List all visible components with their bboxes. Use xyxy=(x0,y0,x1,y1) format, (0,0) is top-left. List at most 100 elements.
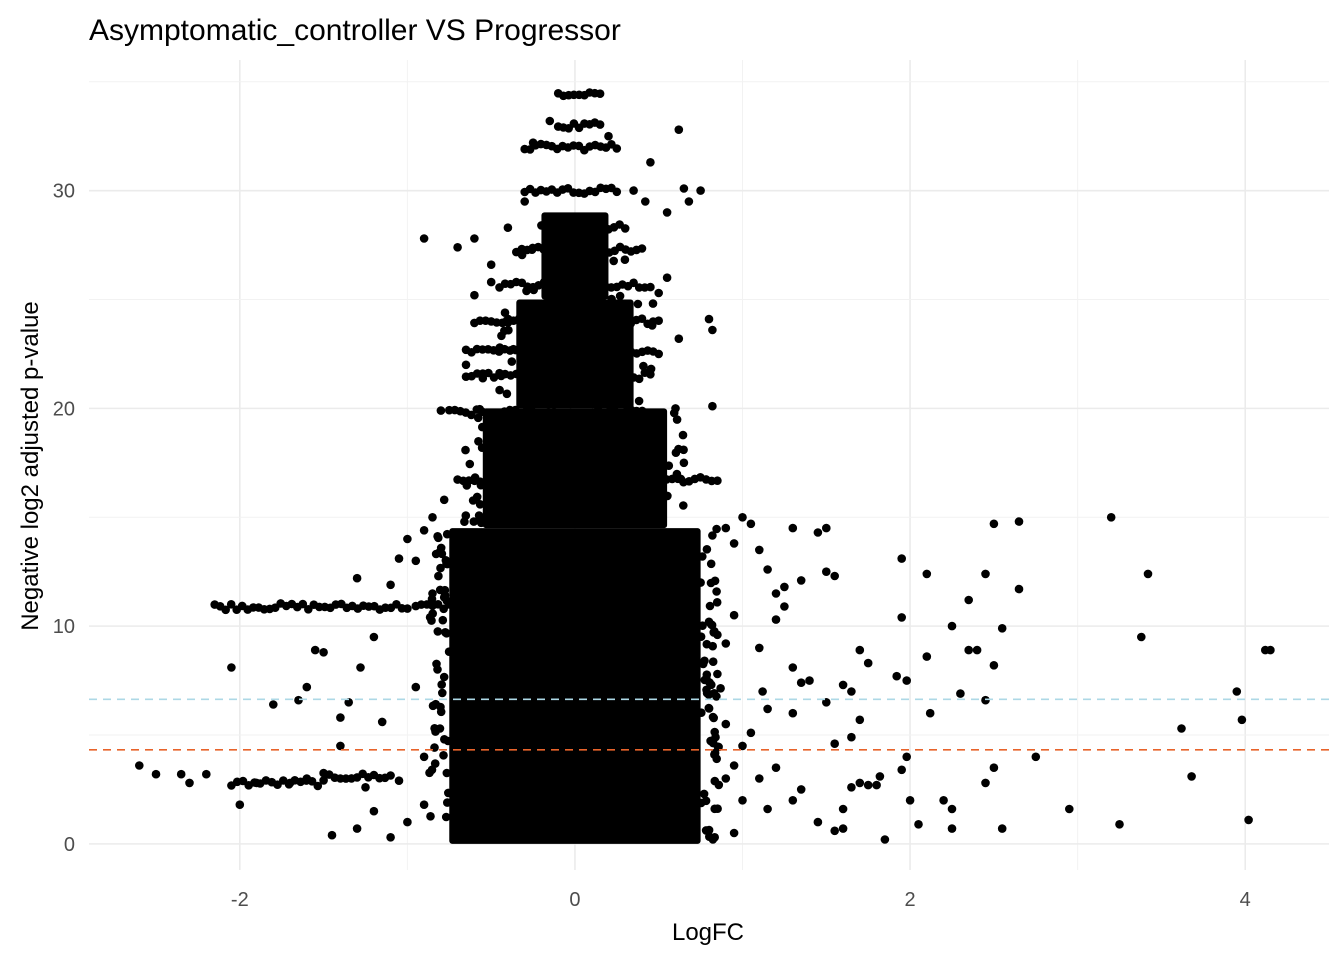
data-point xyxy=(674,334,684,344)
data-point xyxy=(302,682,312,692)
data-point xyxy=(612,187,622,197)
data-point xyxy=(729,761,739,770)
data-point xyxy=(704,703,714,713)
data-point xyxy=(433,627,443,636)
data-point xyxy=(428,513,437,522)
data-point xyxy=(964,645,973,655)
data-point xyxy=(709,689,719,698)
data-point xyxy=(771,615,781,624)
x-tick-label: -2 xyxy=(231,889,249,911)
data-point xyxy=(707,680,716,690)
data-point xyxy=(956,689,965,698)
data-point xyxy=(1137,632,1146,642)
data-point xyxy=(285,778,295,788)
data-point xyxy=(604,131,613,141)
data-point xyxy=(738,796,747,805)
data-point xyxy=(674,125,684,134)
data-point xyxy=(444,647,454,656)
x-tick-label: 2 xyxy=(905,889,916,911)
data-point xyxy=(436,543,446,553)
data-point xyxy=(755,774,764,783)
data-point xyxy=(678,430,688,440)
data-point xyxy=(478,422,487,432)
data-point xyxy=(411,682,421,692)
data-point xyxy=(830,571,839,581)
data-point xyxy=(698,621,707,630)
data-point xyxy=(1244,815,1253,825)
data-point xyxy=(474,511,484,520)
data-point xyxy=(706,736,715,746)
data-point xyxy=(377,717,387,727)
y-tick-label: 20 xyxy=(53,398,75,420)
data-point xyxy=(687,545,697,555)
data-point xyxy=(714,780,724,790)
data-point xyxy=(855,715,865,725)
data-point xyxy=(989,661,999,670)
data-point xyxy=(438,688,447,698)
data-point xyxy=(671,404,680,413)
data-point xyxy=(729,828,739,838)
data-point xyxy=(708,657,718,666)
data-point xyxy=(565,314,574,323)
data-point xyxy=(439,495,449,505)
data-point xyxy=(847,732,856,742)
data-point xyxy=(729,610,739,620)
data-point xyxy=(696,578,705,587)
data-point xyxy=(755,545,764,555)
data-point xyxy=(593,405,603,415)
data-point xyxy=(620,224,630,233)
data-point xyxy=(972,645,982,655)
data-point xyxy=(386,833,395,842)
data-point xyxy=(780,602,789,611)
data-point xyxy=(981,778,990,788)
chart-title: Asymptomatic_controller VS Progressor xyxy=(89,14,621,47)
data-point xyxy=(872,780,881,790)
data-point xyxy=(1115,820,1124,829)
data-point xyxy=(439,593,449,602)
data-point xyxy=(403,817,412,827)
data-point xyxy=(847,687,856,696)
data-point xyxy=(428,609,438,618)
data-point xyxy=(712,524,721,534)
data-point xyxy=(684,197,694,206)
data-point xyxy=(419,752,429,762)
data-point xyxy=(438,615,448,625)
data-point xyxy=(227,663,236,672)
dense-point-cloud xyxy=(449,528,701,844)
data-point xyxy=(997,824,1007,833)
data-point xyxy=(830,739,839,748)
data-point xyxy=(428,701,438,711)
data-point xyxy=(439,672,449,682)
data-point xyxy=(504,325,513,335)
data-point xyxy=(905,796,915,805)
data-point xyxy=(997,624,1007,633)
data-point xyxy=(855,778,865,788)
data-point xyxy=(502,389,512,399)
data-point xyxy=(403,604,412,613)
data-point xyxy=(441,812,451,822)
data-point xyxy=(713,476,722,486)
data-point xyxy=(710,727,719,737)
data-point xyxy=(437,680,447,689)
data-point xyxy=(863,658,873,668)
data-point xyxy=(708,325,717,335)
data-point xyxy=(947,804,957,814)
data-point xyxy=(679,184,689,193)
data-point xyxy=(436,563,445,573)
data-point xyxy=(721,719,731,729)
data-point xyxy=(813,817,823,827)
data-point xyxy=(697,708,706,717)
data-point xyxy=(721,774,731,783)
data-point xyxy=(1014,584,1024,594)
data-point xyxy=(704,825,714,835)
data-point xyxy=(434,571,443,581)
data-point xyxy=(441,556,451,565)
data-point xyxy=(495,385,504,395)
data-point xyxy=(426,812,435,821)
data-point xyxy=(298,599,308,609)
data-point xyxy=(708,531,717,540)
data-point xyxy=(947,621,957,631)
data-point xyxy=(394,776,404,785)
data-point xyxy=(763,565,772,574)
data-point xyxy=(1237,715,1247,725)
